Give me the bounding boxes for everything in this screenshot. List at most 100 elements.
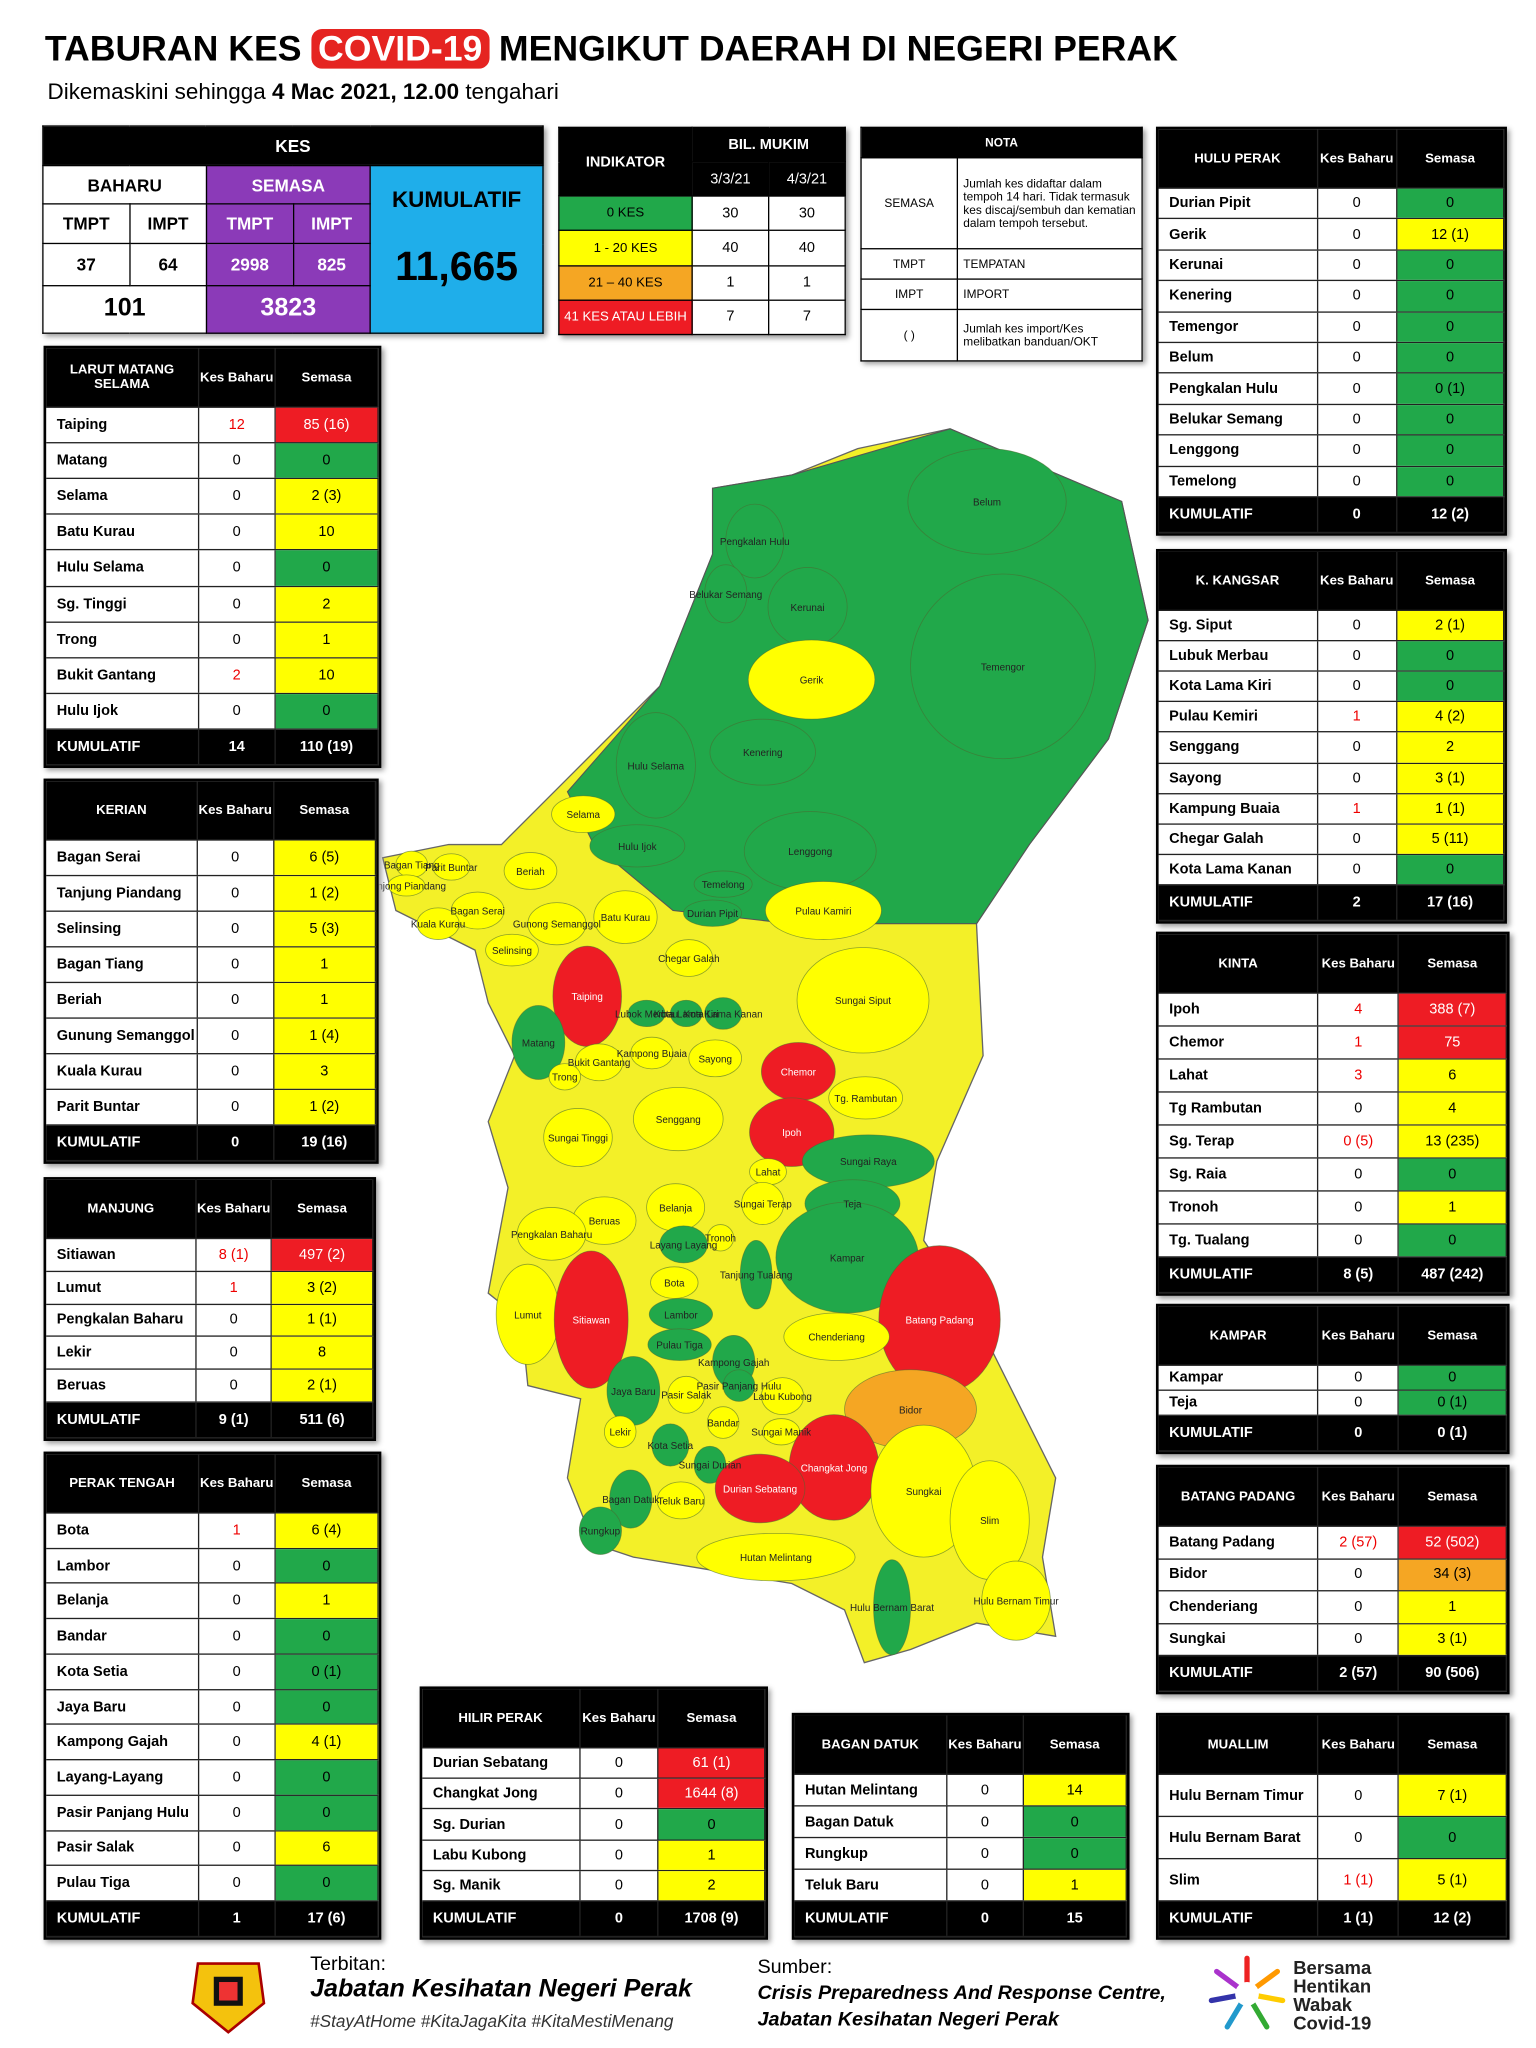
total-new: 8 (5)	[1319, 1257, 1399, 1292]
publisher: Jabatan Kesihatan Negeri Perak	[310, 1975, 692, 2004]
map-label: Sungai Terap	[734, 1199, 793, 1210]
total-new: 0	[1319, 1415, 1399, 1451]
map-label: Hutan Melintang	[740, 1553, 812, 1564]
map-label: Hulu Bernam Timur	[974, 1597, 1060, 1608]
active-cases: 2 (3)	[275, 479, 379, 514]
hashtags: #StayAtHome #KitaJagaKita #KitaMestiMena…	[310, 2011, 674, 2031]
indicator-row: 41 KES ATAU LEBIH 7 7	[558, 299, 846, 336]
area-name: Layang-Layang	[46, 1760, 200, 1795]
district-name: KERIAN	[46, 781, 198, 840]
campaign-logo	[1208, 1955, 1286, 2030]
active-cases: 0	[275, 693, 379, 729]
new-cases: 0	[1319, 1158, 1399, 1191]
district-row: Hulu Bernam Timur 0 7 (1)	[1158, 1774, 1507, 1818]
active-cases: 3 (1)	[1397, 763, 1505, 793]
active-cases: 1 (1)	[1397, 793, 1505, 824]
new-cases: 1	[1318, 702, 1398, 732]
district-name: HULU PERAK	[1159, 129, 1318, 188]
district-table: K. KANGSAR Kes Baharu Semasa Sg. Siput 0 2 (1…	[1155, 548, 1507, 924]
new-cases: 0	[1319, 1092, 1399, 1125]
active-cases: 0	[275, 443, 379, 478]
kumulatif-label: KUMULATIF	[391, 186, 522, 213]
active-cases: 85 (16)	[275, 407, 379, 443]
district-row: Pulau Tiga 0 0	[46, 1866, 379, 1902]
map-region	[659, 1225, 708, 1264]
column-header: Semasa	[1399, 934, 1507, 993]
district-total: KUMULATIF 2 17 (16)	[1158, 885, 1505, 922]
active-cases: 3	[273, 1054, 377, 1089]
new-cases: 0	[199, 1619, 276, 1654]
area-name: Bota	[46, 1513, 200, 1548]
area-name: Tg Rambutan	[1159, 1092, 1319, 1125]
map-label: Bandar	[707, 1418, 740, 1429]
map-label: Lumut	[514, 1310, 542, 1321]
district-row: Tg Rambutan 0 4	[1158, 1092, 1507, 1126]
map-label: Teluk Baru	[658, 1496, 705, 1507]
district-row: Bukit Gantang 2 10	[46, 658, 379, 694]
map-region	[696, 1532, 856, 1582]
area-name: Kenering	[1159, 281, 1318, 311]
new-cases: 0	[199, 1866, 276, 1901]
district-row: Tanjung Piandang 0 1 (2)	[46, 876, 377, 912]
area-name: Hulu Selama	[46, 550, 200, 586]
map-label: Kampar	[830, 1254, 865, 1265]
map-label: Batang Padang	[906, 1316, 974, 1327]
active-cases: 0	[658, 1809, 766, 1839]
map-region	[630, 1036, 674, 1070]
nota-term: ( )	[860, 309, 959, 362]
district-row: Sayong 0 3 (1)	[1158, 763, 1505, 794]
total-active: 90 (506)	[1399, 1656, 1507, 1691]
active-cases: 1 (2)	[273, 876, 377, 911]
area-name: Sg. Durian	[422, 1809, 581, 1839]
district-row: Selinsing 0 5 (3)	[46, 911, 377, 948]
source-label: Sumber:	[757, 1955, 833, 1979]
district-row: Sungkai 0 3 (1)	[1158, 1623, 1507, 1657]
column-header: Semasa	[276, 1454, 379, 1513]
new-cases: 0	[580, 1870, 659, 1901]
new-cases: 0	[197, 1369, 272, 1402]
new-cases: 0	[1318, 281, 1398, 311]
new-cases: 0	[1318, 343, 1398, 373]
title: TABURAN KES COVID-19 MENGIKUT DAERAH DI …	[45, 29, 1178, 70]
active-cases: 0	[1397, 281, 1505, 311]
new-cases: 0	[198, 876, 274, 911]
map-region	[651, 1423, 690, 1467]
area-name: Bagan Serai	[46, 840, 198, 875]
active-cases: 5 (3)	[273, 911, 377, 947]
area-name: Lahat	[1159, 1059, 1319, 1092]
new-cases: 0	[197, 1337, 272, 1369]
new-cases: 0	[580, 1779, 659, 1809]
district-row: Batang Padang 2 (57) 52 (502)	[1158, 1526, 1507, 1560]
total-new: 14	[199, 729, 276, 765]
area-name: Batang Padang	[1159, 1526, 1319, 1558]
map-label: Parit Buntar	[425, 863, 478, 874]
active-cases: 34 (3)	[1398, 1559, 1507, 1591]
indicator-value: 30	[768, 195, 846, 232]
area-name: Changkat Jong	[422, 1779, 581, 1809]
new-cases: 0	[199, 622, 276, 657]
map-label: Layang Layang	[650, 1240, 718, 1251]
map-region	[603, 1415, 637, 1448]
area-name: Hulu Bernam Timur	[1159, 1774, 1319, 1816]
column-header: Semasa	[1024, 1715, 1127, 1774]
map-label: Kenering	[743, 748, 783, 759]
map-label: Kota Lama Kanan	[684, 1009, 763, 1020]
area-name: Trong	[46, 622, 200, 657]
campaign-text: Bersama Hentikan Wabak Covid-19	[1293, 1958, 1371, 2032]
map-label: Changkat Jong	[801, 1463, 867, 1474]
district-row: Tg. Tualang 0 0	[1158, 1224, 1507, 1258]
total-active: 17 (6)	[276, 1901, 379, 1936]
total-label: KUMULATIF	[1159, 497, 1318, 532]
district-row: Beriah 0 1	[46, 983, 377, 1019]
map-label: Batu Kurau	[601, 913, 650, 924]
area-name: Teja	[1159, 1390, 1319, 1415]
district-row: Teja 0 0 (1)	[1158, 1390, 1507, 1416]
area-name: Pasir Salak	[46, 1831, 200, 1866]
column-header: Kes Baharu	[580, 1689, 659, 1748]
kumulatif-value: 11,665	[395, 242, 519, 289]
map-region	[647, 1328, 712, 1361]
active-cases: 52 (502)	[1398, 1526, 1507, 1558]
active-cases: 2 (1)	[271, 1369, 374, 1402]
district-row: Slim 1 (1) 5 (1)	[1158, 1859, 1507, 1902]
new-cases: 0	[1318, 732, 1398, 763]
